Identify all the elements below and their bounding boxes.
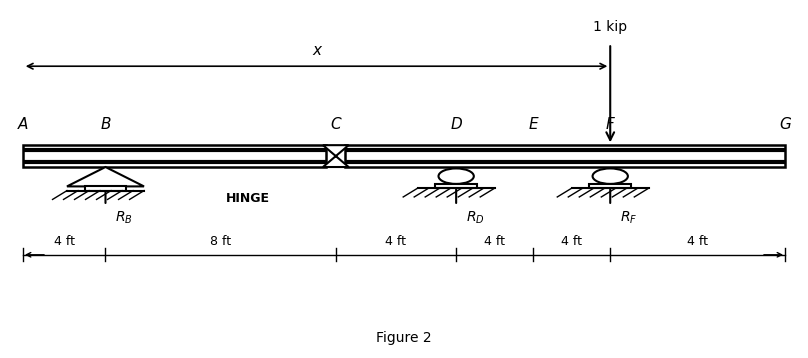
Text: E: E — [528, 117, 538, 132]
Text: Figure 2: Figure 2 — [377, 331, 431, 345]
Text: 4 ft: 4 ft — [385, 236, 406, 248]
Text: 4 ft: 4 ft — [562, 236, 583, 248]
Text: 8 ft: 8 ft — [210, 236, 231, 248]
Text: F: F — [606, 117, 615, 132]
Bar — [23, 145, 326, 167]
Text: 4 ft: 4 ft — [687, 236, 708, 248]
Text: G: G — [779, 117, 791, 132]
Bar — [346, 145, 785, 167]
Text: 4 ft: 4 ft — [53, 236, 74, 248]
Text: 1 kip: 1 kip — [593, 20, 627, 34]
Circle shape — [592, 168, 628, 184]
Text: x: x — [312, 43, 321, 58]
Bar — [85, 187, 126, 190]
Text: C: C — [330, 117, 341, 132]
Text: A: A — [18, 117, 28, 132]
Bar — [436, 184, 477, 188]
Text: D: D — [450, 117, 462, 132]
Polygon shape — [323, 145, 348, 167]
Text: HINGE: HINGE — [225, 192, 270, 205]
Text: B: B — [100, 117, 111, 132]
Text: $R_{D}$: $R_{D}$ — [465, 209, 485, 226]
Text: $R_{F}$: $R_{F}$ — [620, 209, 638, 226]
Polygon shape — [67, 167, 144, 187]
Text: $R_{B}$: $R_{B}$ — [115, 209, 133, 226]
Circle shape — [439, 168, 473, 184]
Bar — [589, 184, 631, 188]
Text: 4 ft: 4 ft — [484, 236, 505, 248]
